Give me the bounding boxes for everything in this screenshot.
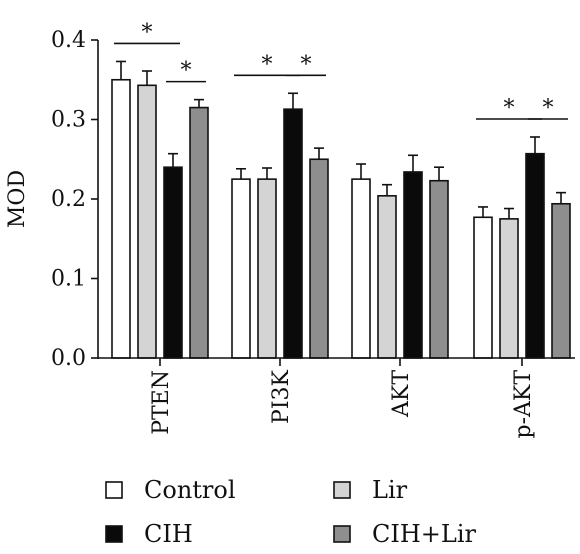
- y-axis-title: MOD: [5, 170, 30, 228]
- bar-akt-lir: [377, 195, 397, 359]
- x-tick-label: AKT: [389, 370, 414, 418]
- bar-pten-cih: [163, 166, 183, 359]
- legend-swatch: [333, 525, 351, 543]
- bar-pten-control: [111, 78, 131, 359]
- y-tick-label: 0.1: [51, 267, 86, 292]
- significance-star: *: [301, 52, 312, 77]
- bar-pi3k-control: [231, 178, 251, 359]
- bar-akt-cih-lir: [429, 179, 449, 359]
- legend-swatch: [333, 481, 351, 499]
- y-tick-label: 0.0: [51, 346, 86, 371]
- bars-layer: [111, 78, 571, 359]
- bar-akt-control: [351, 178, 371, 359]
- y-tick-label: 0.3: [51, 108, 86, 133]
- bar-pten-cih-lir: [189, 106, 209, 359]
- bar-p-akt-cih-lir: [551, 202, 571, 359]
- axes-layer: 0.0 0.1 0.2 0.3 0.4 MOD PTEN PI3K AKT p-AKT: [5, 28, 575, 439]
- legend: Control Lir CIH CIH+Lir: [105, 476, 476, 548]
- x-tick-label: p-AKT: [511, 370, 536, 439]
- y-tick-label: 0.2: [51, 187, 86, 212]
- error-bars-layer: [116, 60, 566, 219]
- x-tick-label: PTEN: [149, 370, 174, 435]
- significance-star: *: [543, 96, 554, 121]
- significance-star: *: [262, 52, 273, 77]
- significance-star: *: [142, 20, 153, 45]
- legend-label: CIH+Lir: [372, 520, 476, 548]
- significance-layer: * * * * * *: [114, 20, 568, 121]
- significance-star: *: [181, 59, 192, 84]
- legend-label: Control: [144, 476, 236, 504]
- legend-swatch: [105, 525, 123, 543]
- legend-label: Lir: [372, 476, 408, 504]
- legend-swatch: [105, 481, 123, 499]
- significance-star: *: [504, 96, 515, 121]
- legend-label: CIH: [144, 520, 193, 548]
- bar-pten-lir: [137, 84, 157, 359]
- y-tick-label: 0.4: [51, 28, 86, 53]
- bar-pi3k-cih-lir: [309, 158, 329, 359]
- bar-pi3k-cih: [283, 108, 303, 359]
- bar-akt-cih: [403, 171, 423, 359]
- x-tick-label: PI3K: [269, 369, 294, 423]
- bar-p-akt-control: [473, 216, 493, 359]
- bar-p-akt-cih: [525, 152, 545, 359]
- bar-pi3k-lir: [257, 178, 277, 359]
- bar-p-akt-lir: [499, 218, 519, 359]
